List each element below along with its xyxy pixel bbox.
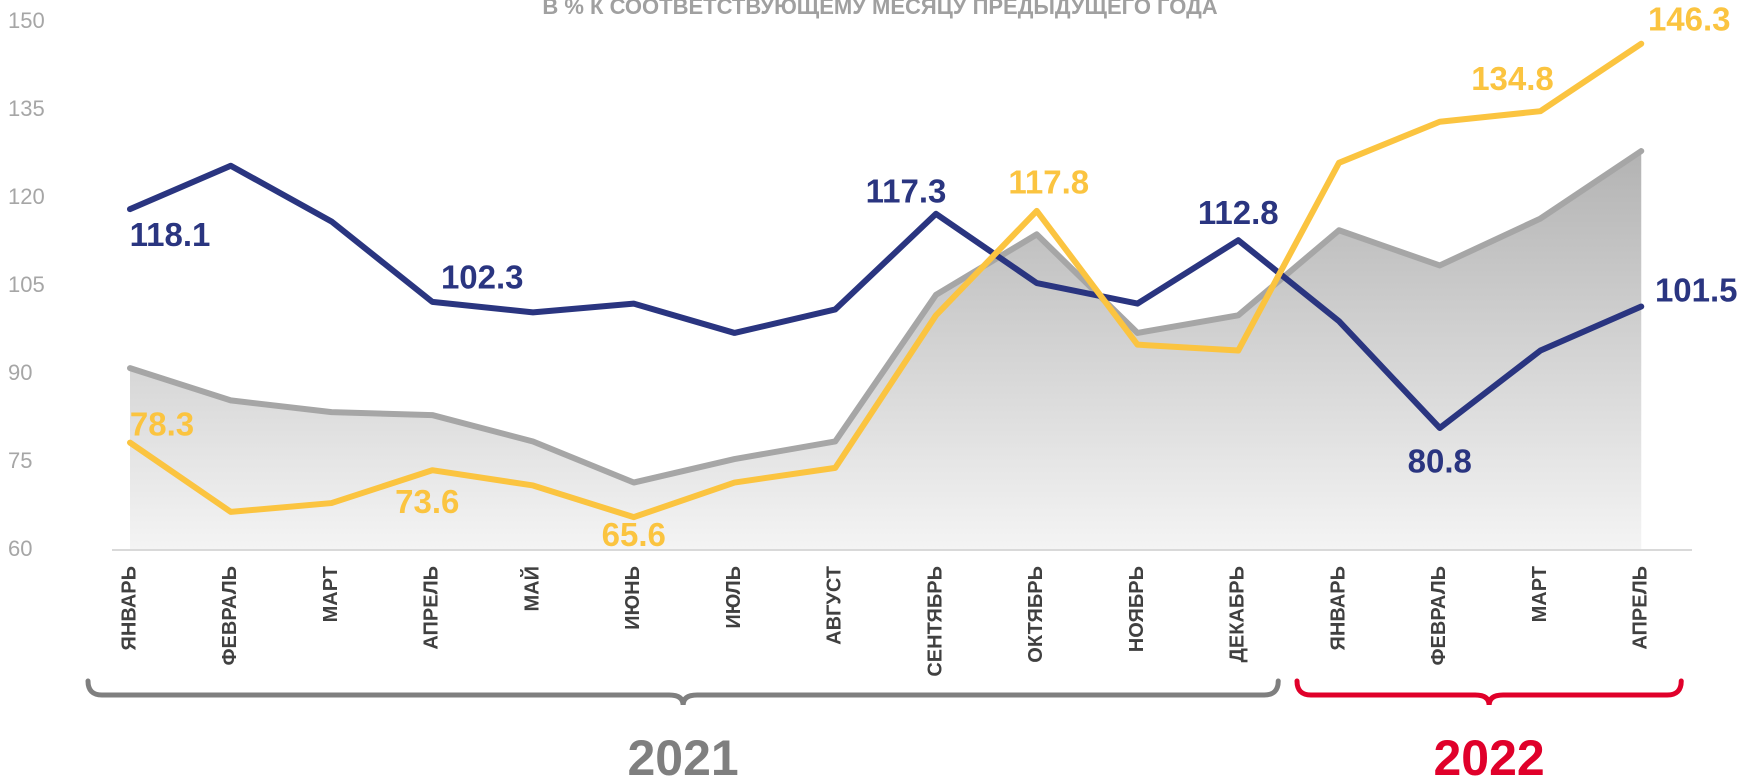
data-label: 101.5 [1655, 271, 1738, 308]
x-tick-label: ДЕКАБРЬ [1227, 566, 1249, 662]
area [130, 151, 1642, 551]
x-tick-label: ЯНВАРЬ [1327, 566, 1349, 650]
x-tick-label: АПРЕЛЬ [1630, 566, 1652, 650]
y-tick-label: 75 [8, 448, 32, 473]
data-label: 102.3 [441, 259, 524, 296]
x-tick-label: АВГУСТ [824, 566, 846, 645]
line [127, 162, 1645, 431]
data-label: 118.1 [130, 216, 211, 253]
y-tick-label: 135 [8, 96, 45, 121]
line [127, 148, 1645, 486]
x-tick-label: ИЮНЬ [622, 566, 644, 630]
x-tick-label: МАЙ [519, 566, 543, 611]
y-tick-label: 60 [8, 536, 32, 561]
y-tick-label: 120 [8, 184, 45, 209]
x-tick-label: ЯНВАРЬ [118, 566, 140, 650]
group-label: 2021 [628, 730, 739, 783]
data-label: 134.8 [1471, 60, 1554, 97]
x-tick-label: НОЯБРЬ [1126, 566, 1148, 652]
x-tick-label: ИЮЛЬ [723, 566, 745, 629]
group-brace [1294, 678, 1684, 706]
data-label: 73.6 [395, 483, 459, 520]
x-tick-label: ФЕВРАЛЬ [1428, 566, 1450, 666]
x-tick-label: МАРТ [320, 566, 342, 622]
data-label: 112.8 [1198, 194, 1279, 231]
chart-title: В % К СООТВЕТСТВУЮЩЕМУ МЕСЯЦУ ПРЕДЫДУЩЕГ… [542, 0, 1217, 19]
x-tick-label: СЕНТЯБРЬ [924, 566, 946, 677]
x-tick-label: ОКТЯБРЬ [1025, 566, 1047, 663]
x-tick-label: МАРТ [1529, 566, 1551, 622]
y-tick-label: 105 [8, 272, 45, 297]
data-label: 117.3 [866, 173, 947, 210]
data-label: 80.8 [1408, 443, 1472, 480]
data-label: 146.3 [1648, 0, 1731, 37]
data-label: 65.6 [602, 516, 666, 553]
data-label: 117.8 [1008, 164, 1089, 201]
x-tick-label: ФЕВРАЛЬ [219, 566, 241, 666]
group-brace [85, 678, 1281, 706]
y-tick-label: 150 [8, 8, 45, 33]
y-tick-label: 90 [8, 360, 32, 385]
group-label: 2022 [1434, 730, 1545, 783]
data-label: 78.3 [130, 405, 194, 442]
line [127, 40, 1645, 521]
x-tick-label: АПРЕЛЬ [421, 566, 443, 650]
